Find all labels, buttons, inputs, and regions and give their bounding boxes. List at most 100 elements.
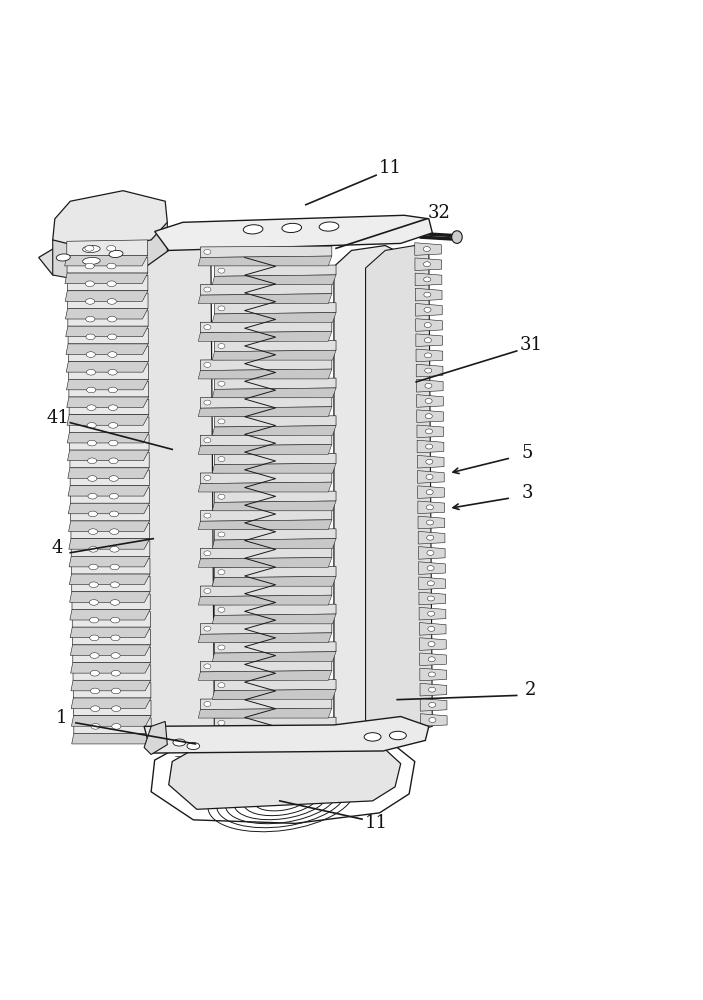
Polygon shape <box>214 680 336 691</box>
Polygon shape <box>68 486 149 496</box>
Ellipse shape <box>204 400 211 405</box>
Ellipse shape <box>427 535 434 540</box>
Ellipse shape <box>85 263 94 269</box>
Polygon shape <box>200 435 332 446</box>
Polygon shape <box>212 576 336 586</box>
Ellipse shape <box>426 490 433 495</box>
Ellipse shape <box>425 368 432 373</box>
Ellipse shape <box>88 476 97 481</box>
Polygon shape <box>419 577 446 590</box>
Ellipse shape <box>89 582 98 588</box>
Polygon shape <box>417 440 444 453</box>
Polygon shape <box>212 652 336 662</box>
Ellipse shape <box>88 511 97 517</box>
Ellipse shape <box>218 419 225 424</box>
Ellipse shape <box>319 222 339 231</box>
Polygon shape <box>73 683 151 698</box>
Polygon shape <box>416 334 443 347</box>
Ellipse shape <box>89 564 98 570</box>
Ellipse shape <box>424 277 431 282</box>
Polygon shape <box>67 397 148 408</box>
Ellipse shape <box>204 287 211 292</box>
Polygon shape <box>198 520 332 530</box>
Polygon shape <box>200 548 332 559</box>
Polygon shape <box>366 246 432 736</box>
Ellipse shape <box>110 493 119 499</box>
Text: 11: 11 <box>365 814 387 832</box>
Polygon shape <box>212 313 336 322</box>
Polygon shape <box>70 435 149 450</box>
Polygon shape <box>212 614 336 624</box>
Polygon shape <box>200 698 332 710</box>
Polygon shape <box>200 397 332 408</box>
Polygon shape <box>212 463 336 473</box>
Ellipse shape <box>109 458 118 464</box>
Ellipse shape <box>204 325 211 330</box>
Polygon shape <box>415 303 442 316</box>
Ellipse shape <box>91 688 100 694</box>
Text: 2: 2 <box>525 681 536 699</box>
Ellipse shape <box>109 440 118 446</box>
Ellipse shape <box>429 687 436 692</box>
Ellipse shape <box>90 653 99 658</box>
Polygon shape <box>214 453 336 465</box>
Ellipse shape <box>423 247 430 251</box>
Polygon shape <box>214 340 336 352</box>
Ellipse shape <box>204 475 211 480</box>
Polygon shape <box>212 388 336 398</box>
Polygon shape <box>416 379 443 392</box>
Polygon shape <box>419 607 446 620</box>
Polygon shape <box>169 740 401 809</box>
Polygon shape <box>68 346 148 362</box>
Polygon shape <box>71 505 150 521</box>
Text: 11: 11 <box>379 159 401 177</box>
Polygon shape <box>418 531 445 544</box>
Ellipse shape <box>110 617 120 623</box>
Ellipse shape <box>218 344 225 349</box>
Polygon shape <box>69 364 148 379</box>
Polygon shape <box>67 311 148 326</box>
Polygon shape <box>200 472 332 484</box>
Polygon shape <box>67 432 149 443</box>
Ellipse shape <box>112 724 121 729</box>
Polygon shape <box>214 378 336 389</box>
Polygon shape <box>70 488 150 503</box>
Ellipse shape <box>426 459 433 464</box>
Ellipse shape <box>86 369 96 375</box>
Ellipse shape <box>111 670 120 676</box>
Ellipse shape <box>282 223 302 233</box>
Ellipse shape <box>204 438 211 443</box>
Ellipse shape <box>425 399 432 403</box>
Ellipse shape <box>91 724 100 729</box>
Ellipse shape <box>86 387 96 393</box>
Polygon shape <box>65 326 148 337</box>
Ellipse shape <box>86 334 95 340</box>
Ellipse shape <box>428 672 435 677</box>
Ellipse shape <box>108 387 117 393</box>
Ellipse shape <box>429 702 436 707</box>
Ellipse shape <box>173 739 186 746</box>
Polygon shape <box>417 410 444 422</box>
Ellipse shape <box>204 362 211 367</box>
Polygon shape <box>70 645 150 655</box>
Ellipse shape <box>425 429 432 434</box>
Polygon shape <box>71 663 150 673</box>
Polygon shape <box>212 275 336 285</box>
Ellipse shape <box>204 551 211 556</box>
Polygon shape <box>212 539 336 549</box>
Polygon shape <box>416 364 443 377</box>
Polygon shape <box>418 455 444 468</box>
Polygon shape <box>198 369 332 379</box>
Ellipse shape <box>109 250 123 258</box>
Ellipse shape <box>429 718 436 722</box>
Polygon shape <box>214 491 336 502</box>
Ellipse shape <box>87 405 96 410</box>
Polygon shape <box>415 273 442 286</box>
Ellipse shape <box>427 581 434 586</box>
Ellipse shape <box>424 307 431 312</box>
Polygon shape <box>53 191 167 250</box>
Polygon shape <box>214 604 336 615</box>
Ellipse shape <box>91 706 100 711</box>
Polygon shape <box>212 689 336 699</box>
Text: 5: 5 <box>522 444 533 462</box>
